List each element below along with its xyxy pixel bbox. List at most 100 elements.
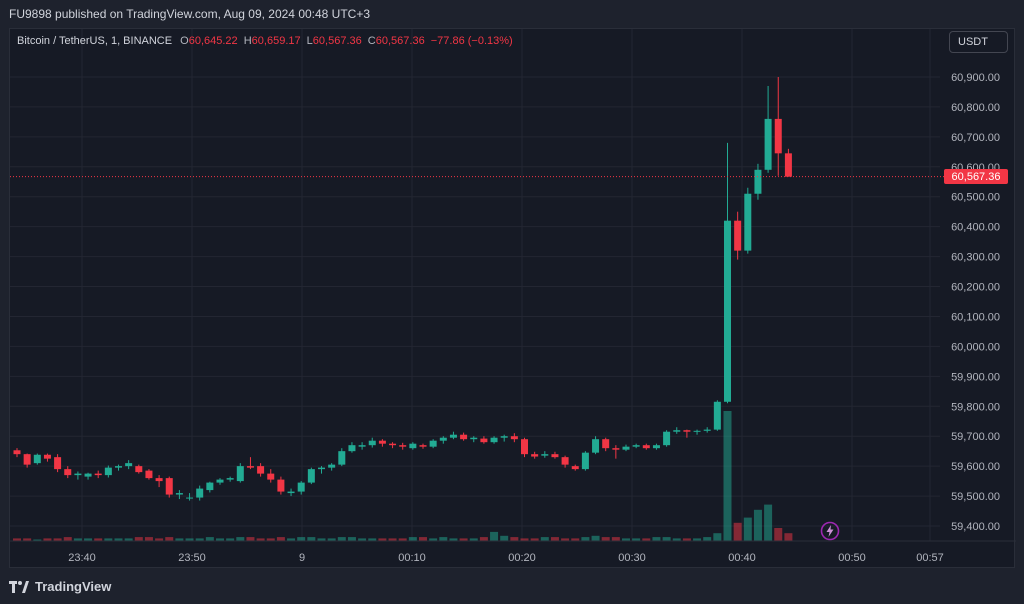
- x-tick-label: 00:57: [916, 552, 944, 564]
- candle-body: [175, 493, 183, 495]
- candle-body: [23, 454, 31, 465]
- volume-bar: [632, 538, 641, 541]
- candle-body: [104, 467, 112, 476]
- candle-body: [744, 193, 752, 251]
- candle-body: [328, 464, 336, 468]
- candle-body: [764, 118, 772, 170]
- candle-body: [186, 497, 194, 499]
- y-tick-label: 60,100.00: [951, 311, 1000, 323]
- candle-body: [521, 439, 528, 455]
- candle-body: [500, 436, 508, 438]
- candle-body: [642, 445, 650, 449]
- chart-panel[interactable]: 59,400.00 59,500.00 59,600.00 59,700.00 59,8…: [9, 28, 1016, 569]
- y-tick-label: 59,500.00: [951, 491, 1000, 503]
- volume-bar: [13, 538, 21, 541]
- volume-bar: [236, 537, 245, 541]
- candle-body: [277, 479, 285, 492]
- legend-high-label: H: [243, 35, 252, 47]
- candle-body: [165, 478, 173, 495]
- y-tick-label: 60,900.00: [951, 72, 1000, 84]
- candle-body: [135, 466, 143, 473]
- candle-body: [612, 448, 620, 450]
- candle-body: [561, 457, 569, 465]
- candle-body: [155, 478, 163, 482]
- candle-body: [389, 443, 397, 446]
- volume-bar: [561, 538, 570, 541]
- volume-bar: [134, 537, 143, 541]
- legend-high-value: 60,659.17: [251, 35, 301, 47]
- candle-body: [125, 463, 133, 467]
- candle-body: [632, 445, 640, 447]
- legend-close-value: 60,567.36: [375, 35, 425, 47]
- volume-bar: [358, 538, 367, 541]
- candle-body: [460, 434, 468, 440]
- currency-button[interactable]: USDT: [949, 31, 1008, 53]
- volume-bar: [398, 538, 407, 541]
- lightning-icon[interactable]: [820, 521, 840, 541]
- y-tick-label: 60,400.00: [951, 222, 1000, 234]
- candle-body: [551, 454, 559, 458]
- candle-body: [703, 429, 711, 431]
- candle-body: [449, 434, 457, 438]
- candle-body: [216, 479, 224, 483]
- volume-bar: [124, 538, 133, 541]
- volume-bar: [703, 537, 712, 541]
- volume-bar: [297, 537, 306, 541]
- x-tick-label: 00:50: [838, 552, 866, 564]
- tradingview-logo-icon: [9, 580, 29, 593]
- legend-symbol: Bitcoin / TetherUS, 1, BINANCE: [17, 35, 173, 47]
- candle-body: [673, 430, 681, 432]
- volume-bar: [287, 538, 296, 541]
- y-tick-label: 60,700.00: [951, 132, 1000, 144]
- y-tick-label: 60,500.00: [951, 192, 1000, 204]
- footer: TradingView: [9, 579, 111, 594]
- volume-bar: [449, 538, 458, 541]
- volume-bar: [550, 537, 559, 541]
- volume-bar: [723, 411, 732, 541]
- candle-body: [338, 451, 346, 465]
- y-tick-label: 59,600.00: [951, 461, 1000, 473]
- candle-body: [226, 478, 234, 480]
- volume-bar: [571, 538, 580, 541]
- candle-body: [754, 169, 762, 194]
- volume-bar: [63, 537, 72, 541]
- candle-body: [490, 437, 498, 443]
- candlestick-chart[interactable]: 59,400.00 59,500.00 59,600.00 59,700.00 59,8…: [10, 29, 1016, 569]
- candle-body: [419, 445, 427, 447]
- candle-body: [592, 439, 600, 453]
- volume-bar: [104, 538, 113, 541]
- candle-body: [196, 488, 204, 498]
- volume-bar: [205, 537, 214, 541]
- volume-bar: [419, 537, 427, 541]
- x-tick-label: 00:20: [508, 552, 536, 564]
- candle-body: [683, 430, 691, 432]
- volume-bar: [317, 538, 326, 541]
- candle-body: [378, 440, 386, 444]
- candle-body: [774, 118, 782, 154]
- volume-bar: [611, 537, 620, 541]
- volume-bar: [266, 538, 275, 541]
- volume-bar: [185, 538, 194, 541]
- volume-bar: [378, 538, 387, 541]
- volume-bar: [195, 538, 204, 541]
- volume-bar: [94, 538, 103, 541]
- candle-body: [399, 445, 407, 447]
- candle-body: [94, 473, 102, 476]
- candle-body: [287, 491, 295, 494]
- chart-legend: Bitcoin / TetherUS, 1, BINANCE O60,645.2…: [17, 35, 513, 47]
- volume-bar: [53, 538, 62, 541]
- candle-body: [439, 437, 447, 441]
- candle-body: [115, 466, 122, 468]
- candle-body: [409, 443, 417, 449]
- volume-bar: [693, 538, 702, 541]
- volume-bar: [682, 538, 691, 541]
- candle-body: [267, 473, 275, 480]
- candle-body: [145, 470, 153, 479]
- volume-bar: [642, 538, 651, 541]
- volume-bar: [784, 533, 793, 541]
- volume-bar: [256, 538, 265, 541]
- candle-body: [602, 439, 610, 449]
- legend-low-value: 60,567.36: [312, 35, 362, 47]
- volume-bar: [713, 533, 722, 541]
- volume-bar: [774, 528, 783, 541]
